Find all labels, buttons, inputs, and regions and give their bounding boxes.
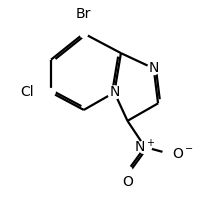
- Text: Br: Br: [76, 7, 92, 21]
- Circle shape: [47, 89, 55, 96]
- Circle shape: [108, 86, 121, 99]
- Text: N: N: [109, 86, 119, 99]
- Text: O$^-$: O$^-$: [172, 147, 194, 161]
- Text: O: O: [122, 175, 133, 189]
- Text: N: N: [148, 61, 159, 75]
- Circle shape: [163, 148, 175, 160]
- Circle shape: [138, 141, 152, 154]
- Text: Cl: Cl: [20, 86, 34, 99]
- Circle shape: [80, 30, 88, 37]
- Circle shape: [123, 166, 132, 176]
- Circle shape: [148, 62, 160, 74]
- Text: N$^+$: N$^+$: [134, 138, 156, 156]
